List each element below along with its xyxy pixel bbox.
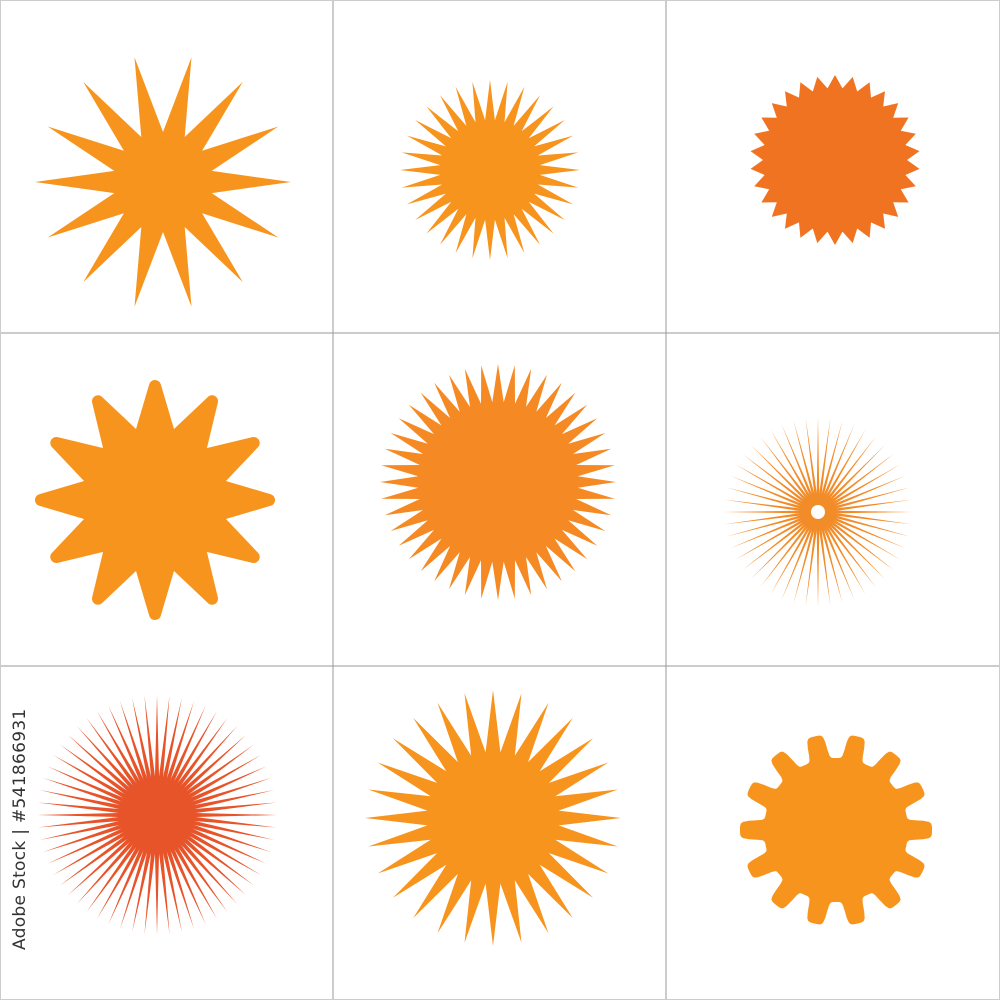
ray xyxy=(154,705,206,817)
ray xyxy=(723,510,818,514)
ray xyxy=(816,436,876,513)
ray xyxy=(742,454,819,514)
ray xyxy=(37,802,158,818)
ray xyxy=(817,487,910,514)
ray xyxy=(816,444,886,514)
ray xyxy=(47,766,159,818)
ray xyxy=(154,700,195,816)
ray xyxy=(132,814,160,933)
ray xyxy=(816,420,843,513)
ray xyxy=(39,790,158,818)
star-28-point xyxy=(365,690,621,946)
ray xyxy=(723,499,819,514)
star-12-point-rounded xyxy=(35,380,275,620)
ray xyxy=(816,511,831,607)
ray xyxy=(817,464,901,514)
ray xyxy=(817,510,906,549)
ray xyxy=(818,510,913,514)
seal-30-point xyxy=(750,75,920,245)
ray xyxy=(770,429,820,513)
ray xyxy=(97,813,160,919)
ray xyxy=(108,813,160,925)
ray xyxy=(816,511,843,604)
star-14-point xyxy=(35,57,291,307)
ray xyxy=(816,417,820,512)
ray xyxy=(730,510,819,549)
ray xyxy=(760,511,820,588)
ray-burst-center xyxy=(811,505,825,519)
ray xyxy=(805,511,820,607)
ray xyxy=(156,812,272,853)
ray xyxy=(816,429,866,513)
ray xyxy=(793,511,820,604)
ray xyxy=(816,510,886,580)
ray xyxy=(154,697,182,816)
ray xyxy=(735,464,819,514)
ray xyxy=(817,510,910,537)
ray xyxy=(742,510,819,570)
ray xyxy=(156,802,277,818)
gear-badge-14 xyxy=(740,735,932,925)
ray xyxy=(750,510,820,580)
sunburst-44-point xyxy=(380,364,616,600)
ray xyxy=(781,511,820,600)
ray xyxy=(817,454,894,514)
ray xyxy=(770,511,820,595)
ray xyxy=(817,510,894,570)
ray xyxy=(42,777,158,818)
ray xyxy=(726,487,819,514)
ray xyxy=(723,510,819,525)
ray xyxy=(119,814,160,930)
ray xyxy=(726,510,819,537)
ray xyxy=(156,812,277,828)
ray xyxy=(750,444,820,514)
ray xyxy=(817,499,913,514)
ray-burst-center xyxy=(129,787,185,843)
ray xyxy=(816,424,855,513)
ray xyxy=(760,436,820,513)
ray xyxy=(154,695,170,816)
ray xyxy=(817,475,906,514)
ray xyxy=(156,812,275,840)
ray xyxy=(781,424,820,513)
ray xyxy=(730,475,819,514)
ray xyxy=(816,417,831,513)
ray xyxy=(793,420,820,513)
ray-burst-thin xyxy=(723,417,913,607)
ray xyxy=(154,711,217,817)
ray xyxy=(144,814,160,935)
ray xyxy=(155,812,261,875)
ray xyxy=(816,511,855,600)
ray xyxy=(817,510,901,560)
ray xyxy=(816,511,876,588)
ray xyxy=(816,512,820,607)
ray xyxy=(817,510,913,525)
ray xyxy=(53,755,159,818)
stock-credit: Adobe Stock | #541866931 xyxy=(10,708,30,950)
ray xyxy=(805,417,820,513)
ray xyxy=(735,510,819,560)
ray xyxy=(155,812,267,864)
ray xyxy=(816,511,866,595)
star-32-point xyxy=(400,80,580,260)
